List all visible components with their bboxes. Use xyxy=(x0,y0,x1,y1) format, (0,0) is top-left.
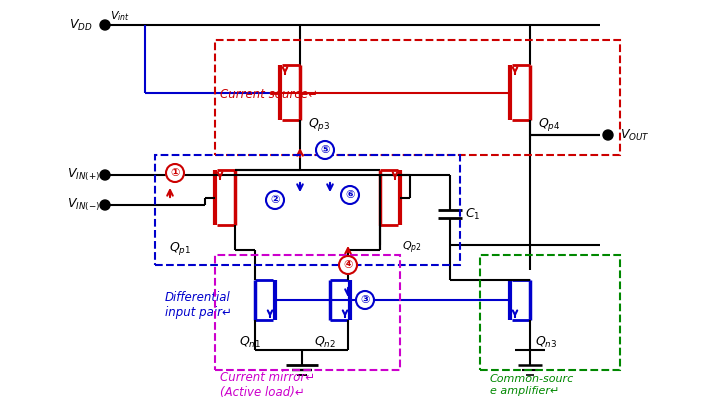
Text: $Q_{p1}$: $Q_{p1}$ xyxy=(169,240,191,257)
Text: $Q_{n3}$: $Q_{n3}$ xyxy=(535,335,557,350)
Text: ④: ④ xyxy=(343,260,353,270)
Text: $V_{IN (+)}$: $V_{IN (+)}$ xyxy=(67,167,100,183)
Circle shape xyxy=(356,291,374,309)
Text: Differential
input pair↵: Differential input pair↵ xyxy=(165,291,232,319)
Text: $Q_{p2}$: $Q_{p2}$ xyxy=(402,240,422,256)
Text: $V_{IN (-)}$: $V_{IN (-)}$ xyxy=(67,197,100,213)
Circle shape xyxy=(100,20,110,30)
Text: $V_{DD}$: $V_{DD}$ xyxy=(69,17,93,32)
Text: $V_{OUT}$: $V_{OUT}$ xyxy=(620,128,649,143)
Circle shape xyxy=(100,200,110,210)
Text: Current mirror↵
(Active load)↵: Current mirror↵ (Active load)↵ xyxy=(220,371,315,399)
Circle shape xyxy=(100,170,110,180)
Text: ①: ① xyxy=(171,168,180,178)
Text: Current source↵: Current source↵ xyxy=(220,89,318,102)
Circle shape xyxy=(339,256,357,274)
Text: $Q_{p3}$: $Q_{p3}$ xyxy=(308,117,330,134)
Circle shape xyxy=(266,191,284,209)
Text: ⑥: ⑥ xyxy=(346,190,355,200)
Circle shape xyxy=(341,186,359,204)
Text: $Q_{p4}$: $Q_{p4}$ xyxy=(538,117,560,134)
Text: ②: ② xyxy=(270,195,279,205)
Text: ⑤: ⑤ xyxy=(320,145,330,155)
Text: $C_1$: $C_1$ xyxy=(465,207,480,222)
Text: Common-sourc
e amplifier↵: Common-sourc e amplifier↵ xyxy=(490,374,575,396)
Text: $V_{int}$: $V_{int}$ xyxy=(110,9,130,23)
Circle shape xyxy=(166,164,184,182)
Circle shape xyxy=(316,141,334,159)
Text: $Q_{n2}$: $Q_{n2}$ xyxy=(314,335,336,350)
Circle shape xyxy=(603,130,613,140)
Text: $Q_{n1}$: $Q_{n1}$ xyxy=(239,335,261,350)
Text: ③: ③ xyxy=(360,295,369,305)
